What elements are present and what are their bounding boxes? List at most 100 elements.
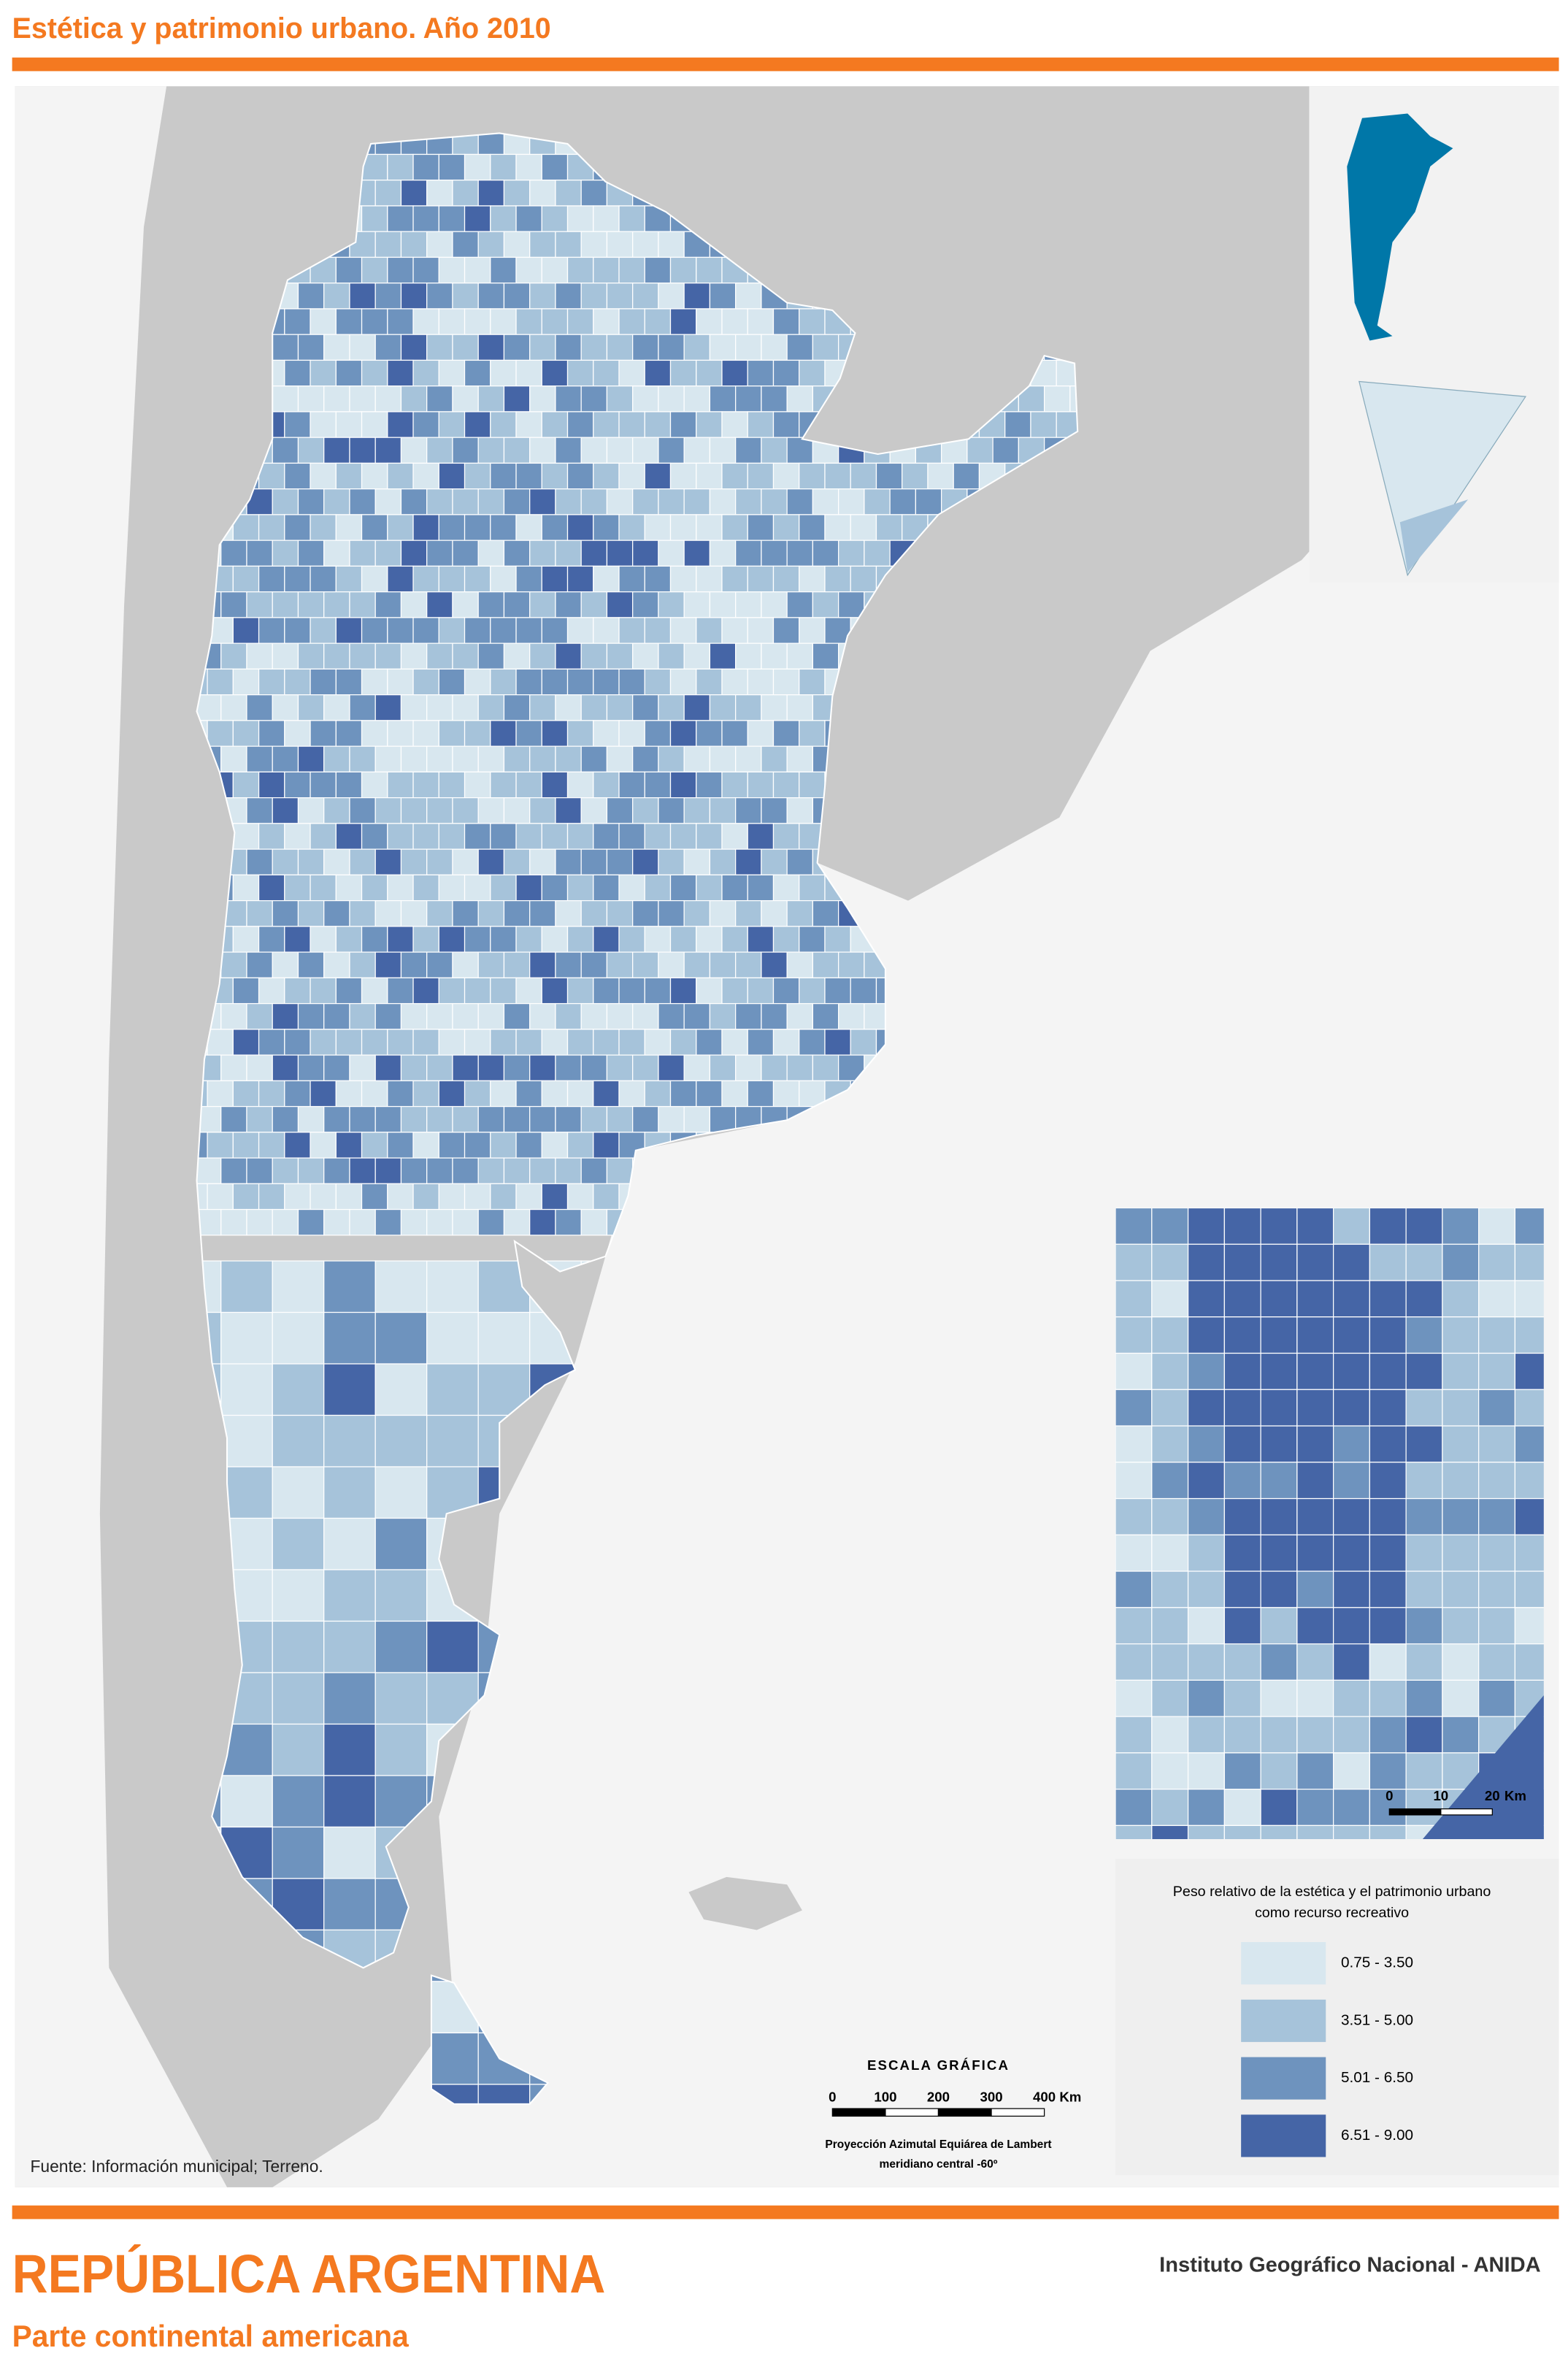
municipality — [786, 848, 814, 875]
main-map: Fuente: Información municipal; Terreno. … — [15, 86, 1559, 2187]
municipality — [349, 899, 376, 927]
municipality — [618, 411, 645, 438]
municipality — [555, 283, 582, 310]
municipality — [799, 926, 826, 953]
municipality — [747, 823, 775, 850]
municipality — [529, 334, 556, 361]
municipality — [761, 1002, 788, 1030]
municipality — [412, 1029, 439, 1056]
municipality — [709, 899, 737, 927]
municipality — [618, 565, 645, 593]
municipality — [335, 565, 363, 593]
municipality — [618, 668, 645, 696]
municipality — [426, 1414, 479, 1467]
municipality — [812, 488, 839, 515]
municipality — [838, 1002, 865, 1030]
municipality — [335, 359, 363, 387]
municipality — [515, 926, 542, 953]
municipality — [580, 591, 608, 618]
inset-municipality — [1405, 1570, 1443, 1608]
municipality — [683, 797, 711, 824]
municipality — [566, 462, 594, 490]
municipality — [297, 694, 325, 721]
municipality — [412, 565, 439, 593]
inset-municipality — [1405, 1208, 1443, 1245]
municipality — [426, 1208, 453, 1236]
municipality — [606, 694, 634, 721]
municipality — [246, 745, 273, 773]
scale-segment — [1388, 1808, 1442, 1816]
municipality — [772, 823, 800, 850]
inset-municipality — [1115, 1462, 1153, 1500]
municipality — [529, 385, 556, 413]
municipality — [799, 1029, 826, 1056]
municipality — [786, 899, 814, 927]
municipality — [272, 642, 299, 670]
municipality — [387, 1029, 414, 1056]
municipality — [477, 951, 505, 978]
municipality — [207, 1080, 234, 1108]
inset-municipality — [1260, 1716, 1298, 1754]
municipality — [272, 1826, 325, 1879]
municipality — [464, 1132, 491, 1159]
inset-municipality — [1442, 1643, 1480, 1681]
municipality — [412, 977, 439, 1005]
municipality — [555, 334, 582, 361]
municipality — [490, 153, 517, 181]
inset-municipality — [1115, 1389, 1153, 1427]
municipality — [683, 951, 711, 978]
municipality — [412, 411, 439, 438]
municipality — [618, 462, 645, 490]
inset-municipalities — [1115, 1208, 1544, 1840]
inset-municipality — [1369, 1243, 1407, 1281]
municipality — [515, 411, 542, 438]
municipality — [696, 617, 723, 644]
municipality — [658, 540, 685, 567]
inset-municipality — [1187, 1497, 1225, 1535]
municipality — [258, 977, 285, 1005]
municipality — [335, 874, 363, 902]
municipality — [824, 462, 851, 490]
municipality — [246, 797, 273, 824]
municipality — [310, 977, 337, 1005]
municipality — [618, 771, 645, 799]
municipality — [735, 591, 762, 618]
municipality — [400, 437, 428, 464]
inset-municipality — [1223, 1716, 1261, 1754]
municipality — [593, 359, 620, 387]
municipality — [490, 205, 517, 232]
municipality — [735, 848, 762, 875]
municipality — [412, 153, 439, 181]
inset-municipality — [1187, 1280, 1225, 1318]
municipality — [593, 1183, 620, 1210]
inset-municipality — [1405, 1425, 1443, 1463]
municipality — [387, 823, 414, 850]
municipality — [515, 668, 542, 696]
municipality — [606, 540, 634, 567]
municipality — [258, 874, 285, 902]
municipality — [515, 874, 542, 902]
inset-municipality — [1151, 1389, 1189, 1427]
municipality — [721, 462, 748, 490]
inset-municipality — [1405, 1462, 1443, 1500]
municipality — [618, 823, 645, 850]
inset-municipality — [1260, 1352, 1298, 1390]
municipality — [438, 668, 466, 696]
municipality — [593, 1029, 620, 1056]
municipality — [593, 565, 620, 593]
municipality — [490, 411, 517, 438]
municipality — [709, 1002, 737, 1030]
municipality — [812, 642, 839, 670]
municipality — [323, 1672, 376, 1725]
municipality — [580, 488, 608, 515]
municipality — [297, 283, 325, 310]
municipality — [618, 720, 645, 747]
municipality — [452, 694, 479, 721]
municipality — [761, 745, 788, 773]
municipality — [735, 642, 762, 670]
inset-municipality — [1151, 1643, 1189, 1681]
municipality — [709, 591, 737, 618]
municipality — [541, 411, 569, 438]
municipality — [438, 565, 466, 593]
municipality — [696, 874, 723, 902]
